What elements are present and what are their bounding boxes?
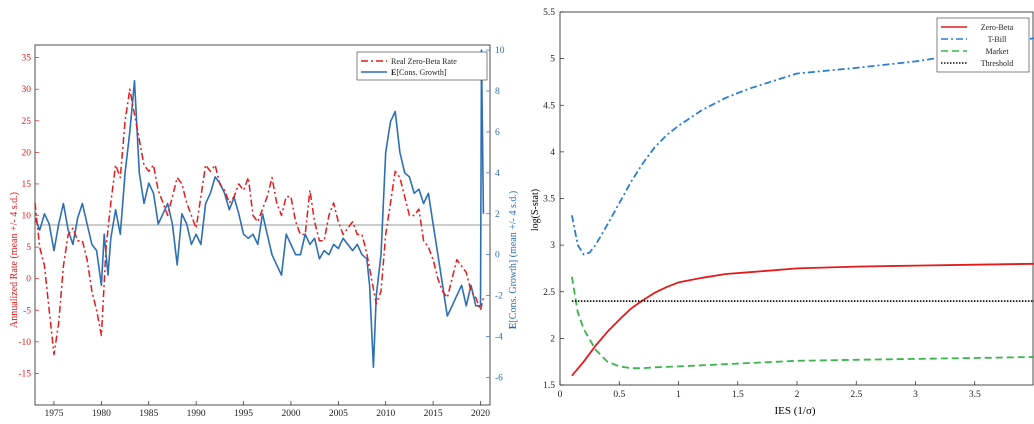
chart1-left-y-tick-label: 10 [22,212,32,222]
chart2-y-tick-label: 4 [550,148,555,158]
series-market-line [571,276,1034,370]
chart2-plot-area [571,37,1034,377]
chart1-right-y-label: E[Cons. Growth] (mean +/- 4 s.d.) [508,191,519,329]
chart2-y-tick-label: 1.5 [543,381,555,391]
chart1-x-tick-label: 1980 [92,409,111,419]
chart1-x-tick-label: 1985 [139,409,158,419]
chart-log-s-stat-vs-ies: 0 0.5 1 1.5 2 2.5 3 3.5 1.5 2 2.5 3 3.5 4 4.5 5 5.5 IES… [530,8,1034,417]
chart2-legend-label: Zero-Beta [981,23,1014,32]
chart1-left-y-tick-label: 30 [22,85,32,95]
chart2-legend: Zero-Beta T-Bill Market Threshold [936,17,1030,73]
chart1-right-y-tick-label: 0 [495,251,500,261]
chart2-legend-label: T-Bill [988,35,1008,44]
chart2-x-tick-label: 3.5 [969,390,981,400]
chart1-x-tick-label: 2015 [424,409,443,419]
series-t-bill-line [571,37,1034,256]
chart2-legend-label: Threshold [981,59,1013,68]
chart1-left-y-tick-label: 15 [22,180,32,190]
chart2-x-tick-label: 2.5 [850,390,862,400]
chart2-y-tick-label: 3.5 [543,195,555,205]
chart1-x-tick-label: 2000 [281,409,300,419]
chart1-right-y-tick-label: -6 [495,373,503,383]
chart1-x-ticks: 1975 1980 1985 1990 1995 2000 2005 2010 2015 2020 [44,401,490,419]
series-cons-growth-line [34,49,485,369]
chart1-left-y-tick-label: -5 [23,306,31,316]
chart1-right-y-tick-label: -4 [495,332,503,342]
chart2-x-tick-label: 0 [558,390,563,400]
chart1-right-y-tick-label: 8 [495,87,500,97]
chart1-left-y-tick-label: -15 [18,369,31,379]
chart1-legend-box [356,51,488,81]
series-zero-beta-rate-line [34,88,485,356]
chart1-plot-area [34,49,490,369]
chart1-right-y-tick-label: -2 [495,292,503,302]
chart2-y-tick-label: 5.5 [543,8,555,18]
chart1-legend: Real Zero-Beta Rate E[Cons. Growth] [356,51,488,81]
chart1-x-tick-label: 1975 [44,409,63,419]
chart2-x-tick-label: 1.5 [732,390,744,400]
chart2-y-tick-label: 2.5 [543,288,555,298]
chart2-x-tick-label: 2 [795,390,800,400]
chart1-left-y-ticks: -15 -10 -5 0 5 10 15 20 25 30 35 [18,54,39,379]
chart1-x-tick-label: 2005 [329,409,348,419]
chart2-y-tick-label: 3 [550,241,555,251]
chart1-x-tick-label: 2020 [471,409,490,419]
chart1-left-y-label: Annualized Rate (mean +/- 4 s.d.) [9,192,20,328]
chart1-legend-label: Real Zero-Beta Rate [391,57,457,66]
chart1-right-y-tick-label: 10 [495,46,505,56]
chart1-left-y-tick-label: -10 [18,338,31,348]
chart2-x-tick-label: 3 [913,390,918,400]
chart2-legend-label: Market [985,47,1009,56]
chart1-x-tick-label: 1990 [187,409,206,419]
chart1-right-y-ticks: -6 -4 -2 0 2 4 6 8 10 [486,46,505,383]
chart1-left-y-tick-label: 25 [22,117,32,127]
chart1-left-y-tick-label: 5 [26,243,31,253]
chart1-right-y-tick-label: 4 [495,169,500,179]
chart2-y-label: log(S-stat) [530,189,541,231]
chart1-left-y-tick-label: 0 [26,275,31,285]
chart2-y-tick-label: 4.5 [543,101,555,111]
chart1-right-y-tick-label: 2 [495,210,500,220]
chart2-x-ticks: 0 0.5 1 1.5 2 2.5 3 3.5 [558,381,981,400]
chart1-x-tick-label: 2010 [376,409,395,419]
series-zero-beta-line [571,262,1034,377]
chart2-y-tick-label: 2 [550,334,555,344]
chart1-x-tick-label: 1995 [234,409,253,419]
chart2-y-ticks: 1.5 2 2.5 3 3.5 4 4.5 5 5.5 [543,8,564,391]
chart2-x-tick-label: 1 [676,390,681,400]
chart2-y-tick-label: 5 [550,55,555,65]
chart1-legend-label: E[Cons. Growth] [391,68,447,77]
chart1-right-y-tick-label: 6 [495,128,500,138]
chart-zero-beta-vs-consumption: 1975 1980 1985 1990 1995 2000 2005 2010 2015 2020… [9,44,519,419]
chart2-x-label: IES (1/σ) [774,405,815,417]
chart1-left-y-tick-label: 35 [22,54,32,64]
chart2-x-tick-label: 0.5 [613,390,625,400]
chart1-left-y-tick-label: 20 [22,148,32,158]
